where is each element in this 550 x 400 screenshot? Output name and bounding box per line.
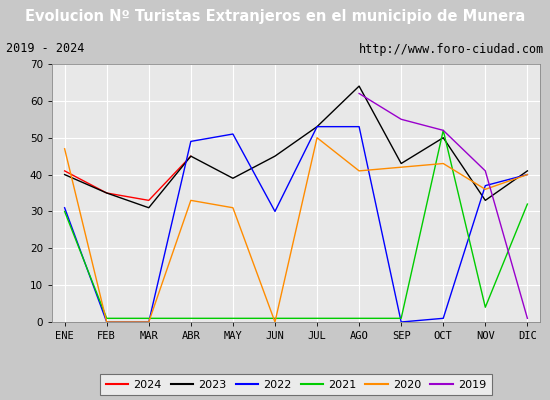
Text: Evolucion Nº Turistas Extranjeros en el municipio de Munera: Evolucion Nº Turistas Extranjeros en el …: [25, 10, 525, 24]
Legend: 2024, 2023, 2022, 2021, 2020, 2019: 2024, 2023, 2022, 2021, 2020, 2019: [100, 374, 492, 395]
Text: 2019 - 2024: 2019 - 2024: [6, 42, 84, 56]
Text: http://www.foro-ciudad.com: http://www.foro-ciudad.com: [359, 42, 544, 56]
